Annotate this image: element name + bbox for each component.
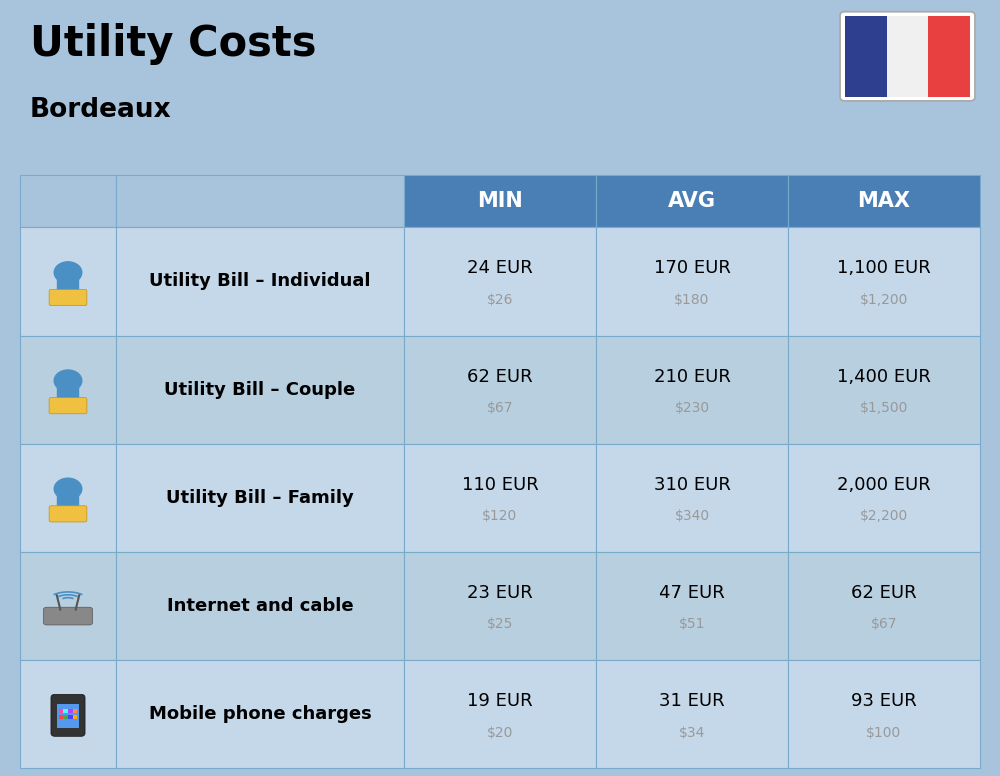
Bar bbox=[59, 709, 63, 713]
Text: $120: $120 bbox=[482, 509, 518, 523]
Text: Mobile phone charges: Mobile phone charges bbox=[149, 705, 371, 723]
Text: Internet and cable: Internet and cable bbox=[167, 597, 353, 615]
Text: $25: $25 bbox=[487, 618, 513, 632]
Text: 1,100 EUR: 1,100 EUR bbox=[837, 259, 931, 278]
Bar bbox=[928, 16, 970, 97]
Text: 310 EUR: 310 EUR bbox=[654, 476, 730, 494]
Bar bbox=[20, 335, 116, 444]
Bar bbox=[73, 715, 77, 719]
Text: 31 EUR: 31 EUR bbox=[659, 692, 725, 710]
FancyBboxPatch shape bbox=[49, 289, 87, 306]
FancyBboxPatch shape bbox=[49, 506, 87, 522]
Bar bbox=[845, 16, 887, 97]
Bar bbox=[59, 715, 63, 719]
Text: $100: $100 bbox=[866, 726, 902, 740]
Bar bbox=[20, 444, 116, 552]
Bar bbox=[68, 715, 73, 719]
Circle shape bbox=[54, 262, 82, 283]
Text: $2,200: $2,200 bbox=[860, 509, 908, 523]
Text: 1,400 EUR: 1,400 EUR bbox=[837, 368, 931, 386]
Text: $180: $180 bbox=[674, 293, 710, 307]
Text: $26: $26 bbox=[487, 293, 513, 307]
Text: Utility Bill – Family: Utility Bill – Family bbox=[166, 489, 354, 507]
Text: 24 EUR: 24 EUR bbox=[467, 259, 533, 278]
Bar bbox=[116, 175, 404, 227]
Circle shape bbox=[54, 370, 82, 391]
Bar bbox=[20, 552, 116, 660]
Bar bbox=[20, 660, 116, 768]
Bar bbox=[596, 175, 788, 227]
Bar bbox=[68, 709, 73, 713]
Bar bbox=[73, 709, 77, 713]
FancyBboxPatch shape bbox=[51, 695, 85, 736]
Text: 210 EUR: 210 EUR bbox=[654, 368, 730, 386]
Text: $230: $230 bbox=[674, 401, 710, 415]
Text: AVG: AVG bbox=[668, 191, 716, 211]
Text: $51: $51 bbox=[679, 618, 705, 632]
Bar bbox=[63, 715, 68, 719]
Text: $1,500: $1,500 bbox=[860, 401, 908, 415]
Circle shape bbox=[54, 478, 82, 500]
Text: $340: $340 bbox=[674, 509, 710, 523]
Text: 93 EUR: 93 EUR bbox=[851, 692, 917, 710]
Text: MIN: MIN bbox=[477, 191, 523, 211]
FancyBboxPatch shape bbox=[57, 704, 79, 728]
Bar bbox=[63, 709, 68, 713]
Text: Utility Costs: Utility Costs bbox=[30, 23, 316, 65]
Text: 47 EUR: 47 EUR bbox=[659, 584, 725, 602]
Text: $34: $34 bbox=[679, 726, 705, 740]
Bar bbox=[20, 227, 116, 335]
Bar bbox=[20, 175, 116, 227]
Text: 170 EUR: 170 EUR bbox=[654, 259, 730, 278]
Text: $1,200: $1,200 bbox=[860, 293, 908, 307]
Text: 62 EUR: 62 EUR bbox=[467, 368, 533, 386]
Bar bbox=[887, 16, 928, 97]
Text: 19 EUR: 19 EUR bbox=[467, 692, 533, 710]
Text: 110 EUR: 110 EUR bbox=[462, 476, 538, 494]
FancyBboxPatch shape bbox=[840, 12, 975, 101]
Text: Bordeaux: Bordeaux bbox=[30, 97, 172, 123]
FancyBboxPatch shape bbox=[57, 275, 79, 295]
FancyBboxPatch shape bbox=[49, 397, 87, 414]
Text: $67: $67 bbox=[871, 618, 897, 632]
Text: Utility Bill – Couple: Utility Bill – Couple bbox=[164, 381, 356, 399]
Text: $67: $67 bbox=[487, 401, 513, 415]
Text: Utility Bill – Individual: Utility Bill – Individual bbox=[149, 272, 371, 290]
Text: 23 EUR: 23 EUR bbox=[467, 584, 533, 602]
FancyBboxPatch shape bbox=[57, 491, 79, 511]
Bar bbox=[788, 175, 980, 227]
FancyBboxPatch shape bbox=[57, 383, 79, 403]
Text: 62 EUR: 62 EUR bbox=[851, 584, 917, 602]
Bar bbox=[404, 175, 596, 227]
FancyBboxPatch shape bbox=[44, 608, 92, 625]
Text: 2,000 EUR: 2,000 EUR bbox=[837, 476, 931, 494]
Text: MAX: MAX bbox=[857, 191, 910, 211]
Text: $20: $20 bbox=[487, 726, 513, 740]
